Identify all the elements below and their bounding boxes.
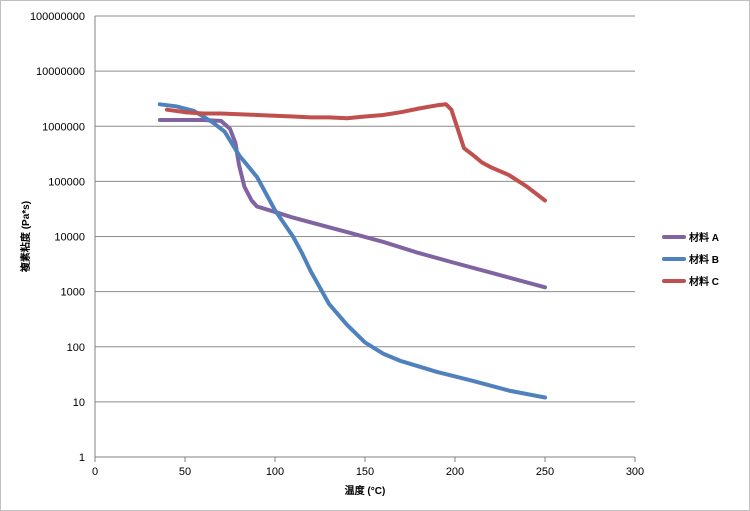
x-tick-labels: 0 50 100 150 200 250 300	[92, 457, 644, 478]
y-tick-label: 10000000	[36, 66, 85, 78]
x-tick-label: 200	[446, 466, 464, 478]
y-tick-label: 1000	[61, 287, 85, 299]
y-tick-label: 100000000	[30, 11, 85, 23]
y-tick-label: 100000	[48, 176, 85, 188]
legend: 材料 A 材料 B 材料 C	[662, 231, 719, 288]
y-tick-label: 10	[73, 397, 85, 409]
legend-label: 材料 C	[689, 275, 719, 288]
x-tick-label: 50	[179, 466, 191, 478]
y-axis-title: 複素粘度 (Pa*s)	[19, 201, 32, 273]
series-line-3	[165, 102, 547, 203]
x-tick-label: 300	[626, 466, 644, 478]
x-tick-label: 0	[92, 466, 98, 478]
gridlines	[95, 15, 635, 403]
x-tick-label: 100	[266, 466, 284, 478]
series-line-1	[157, 118, 547, 290]
legend-label: 材料 B	[689, 253, 719, 266]
series-line-2	[157, 102, 547, 400]
legend-label: 材料 A	[689, 231, 719, 244]
x-tick-label: 150	[356, 466, 374, 478]
y-tick-labels: 1 10 100 1000 10000 100000 1000000 10000000 1000…	[30, 11, 85, 464]
y-tick-label: 10000	[54, 232, 85, 244]
x-axis-title: 温度 (°C)	[345, 484, 386, 497]
series-lines	[157, 102, 547, 400]
x-tick-label: 250	[536, 466, 554, 478]
y-tick-label: 100	[67, 342, 85, 354]
y-tick-label: 1	[79, 452, 85, 464]
y-tick-label: 1000000	[42, 121, 85, 133]
